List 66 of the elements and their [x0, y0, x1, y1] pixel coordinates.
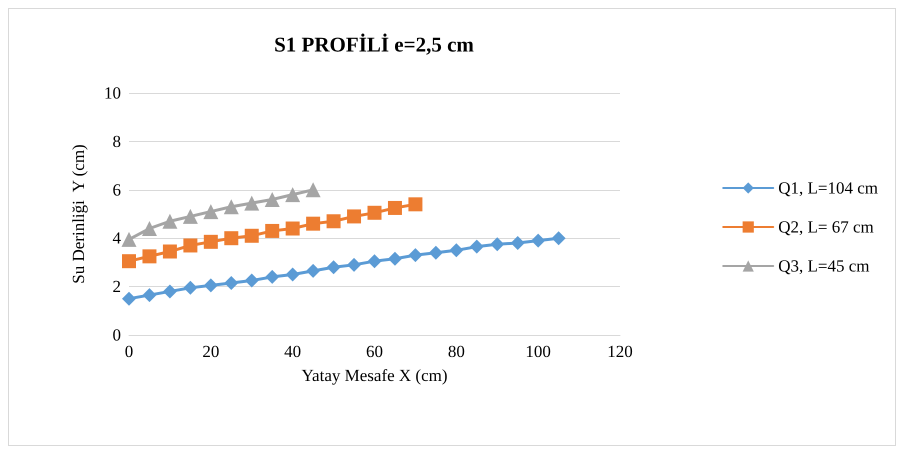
x-tick-label: 20 [202, 342, 220, 361]
point [306, 216, 320, 231]
point [449, 243, 464, 258]
point [326, 260, 341, 274]
y-tick-label: 10 [104, 84, 121, 102]
point [490, 237, 504, 252]
point [224, 276, 238, 290]
x-tick-label: 80 [448, 342, 465, 361]
point [264, 192, 280, 207]
point [285, 187, 300, 202]
point [204, 278, 218, 292]
legend-label: Q3, L=45 cm [778, 256, 870, 276]
point [162, 284, 177, 298]
x-axis-title: Yatay Mesafe X (cm) [301, 366, 448, 385]
legend-label: Q1, L=104 cm [778, 178, 878, 198]
point [286, 268, 300, 282]
point [470, 240, 484, 254]
point [142, 221, 157, 236]
point [306, 264, 320, 278]
legend-label: Q2, L= 67 cm [778, 218, 874, 236]
point [183, 280, 198, 295]
point [326, 214, 341, 228]
y-tick-label: 2 [112, 277, 121, 296]
point [122, 232, 136, 247]
point [408, 248, 422, 262]
y-tick-label: 8 [112, 132, 121, 151]
y-tick-label: 0 [112, 326, 121, 344]
point [244, 228, 259, 243]
y-tick-label: 4 [112, 228, 122, 248]
point [408, 197, 422, 212]
point [204, 234, 218, 249]
point [347, 258, 362, 272]
point [203, 204, 218, 220]
point [162, 244, 177, 259]
point [182, 208, 198, 224]
point [162, 214, 178, 229]
x-tick-label: 60 [366, 342, 383, 361]
y-tick-label: 6 [112, 180, 121, 200]
point [388, 252, 402, 266]
x-tick-label: 0 [124, 342, 134, 361]
x-tick-label: 100 [525, 342, 551, 361]
point [368, 254, 382, 268]
point [368, 206, 382, 220]
point [552, 231, 566, 246]
point [122, 254, 136, 268]
x-tick-label: 40 [284, 342, 302, 361]
point [531, 234, 546, 248]
point [265, 270, 280, 284]
y-axis-title: Su Derinliği Y (cm) [69, 144, 88, 284]
point [142, 249, 156, 264]
point [142, 288, 156, 302]
point [122, 292, 136, 306]
chart-title: S1 PROFİLİ e=2,5 cm [274, 32, 474, 56]
x-tick-label: 120 [607, 342, 633, 361]
point [224, 199, 239, 214]
point [306, 182, 321, 198]
point [388, 200, 402, 215]
point [183, 238, 198, 252]
point [244, 274, 259, 288]
point [347, 209, 362, 224]
point [224, 231, 238, 246]
point [286, 222, 300, 236]
point [510, 236, 525, 250]
point [265, 224, 280, 238]
point [428, 246, 443, 260]
point [244, 196, 260, 211]
